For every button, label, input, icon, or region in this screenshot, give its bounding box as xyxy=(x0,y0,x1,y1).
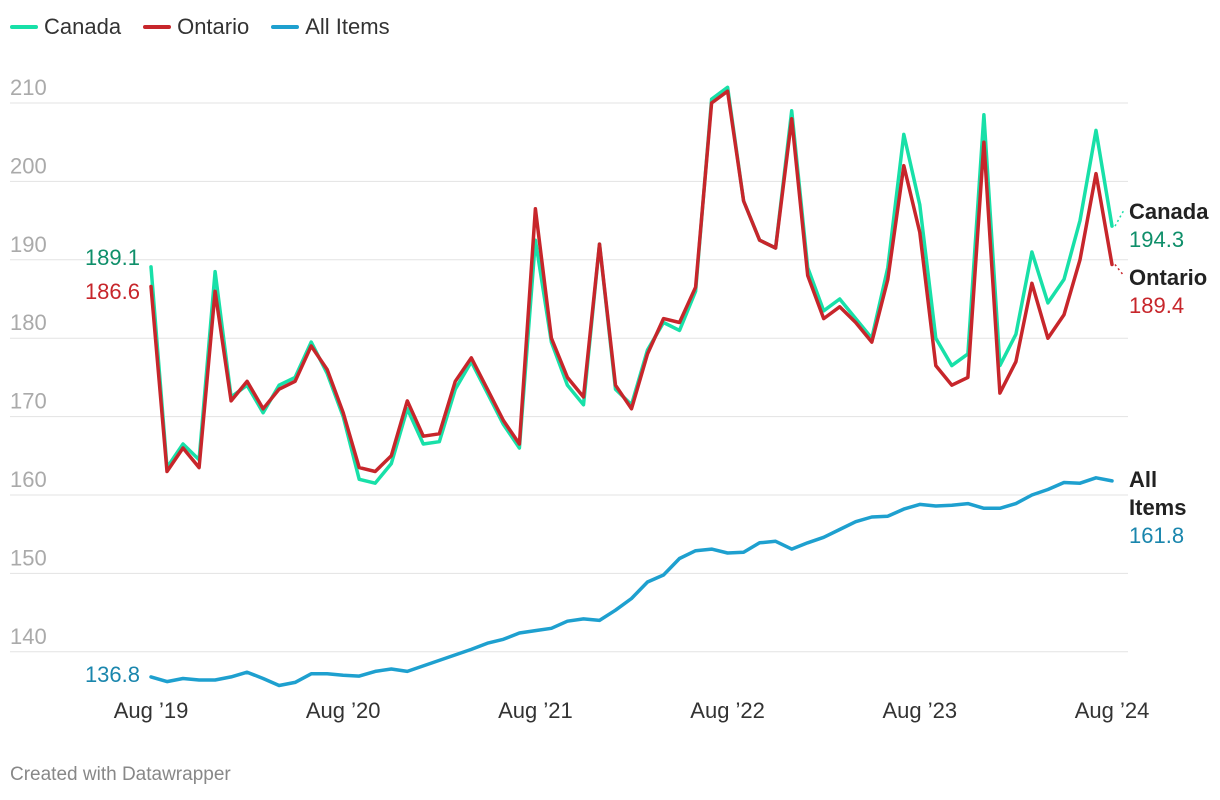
start-value-ontario: 186.6 xyxy=(85,279,140,304)
end-value-all-items: 161.8 xyxy=(1129,523,1184,548)
legend-label: All Items xyxy=(305,14,390,39)
end-connector-canada xyxy=(1114,209,1125,227)
y-tick-label: 190 xyxy=(10,232,47,257)
y-tick-label: 180 xyxy=(10,310,47,335)
y-tick-label: 170 xyxy=(10,389,47,414)
series-line-all-items xyxy=(149,476,1114,688)
end-name-all-items: Items xyxy=(1129,495,1186,520)
x-tick-label: Aug ’22 xyxy=(690,698,765,723)
legend-swatch xyxy=(10,25,38,29)
legend-label: Ontario xyxy=(177,14,250,39)
legend-swatch xyxy=(143,25,172,29)
end-connector-ontario xyxy=(1114,264,1125,277)
legend: Canada Ontario All Items xyxy=(10,14,390,40)
x-tick-label: Aug ’19 xyxy=(114,698,189,723)
legend-swatch xyxy=(271,25,300,29)
y-tick-label: 200 xyxy=(10,153,47,178)
y-tick-label: 210 xyxy=(10,75,47,100)
series-line-ontario xyxy=(149,89,1114,474)
x-tick-label: Aug ’21 xyxy=(498,698,573,723)
x-tick-label: Aug ’20 xyxy=(306,698,381,723)
start-value-canada: 189.1 xyxy=(85,245,140,270)
end-name-ontario: Ontario xyxy=(1129,265,1207,290)
end-value-canada: 194.3 xyxy=(1129,227,1184,252)
series-line-canada xyxy=(149,85,1114,485)
end-value-ontario: 189.4 xyxy=(1129,293,1184,318)
end-name-all-items: All xyxy=(1129,467,1157,492)
legend-item-all-items: All Items xyxy=(271,14,390,40)
start-value-all-items: 136.8 xyxy=(85,662,140,687)
x-tick-label: Aug ’23 xyxy=(882,698,957,723)
legend-item-ontario: Ontario xyxy=(143,14,249,40)
y-tick-label: 140 xyxy=(10,624,47,649)
y-tick-label: 160 xyxy=(10,467,47,492)
footer-credit: Created with Datawrapper xyxy=(10,764,231,785)
y-tick-label: 150 xyxy=(10,545,47,570)
end-name-canada: Canada xyxy=(1129,199,1209,224)
legend-label: Canada xyxy=(44,14,122,39)
legend-item-canada: Canada xyxy=(10,14,121,40)
x-tick-label: Aug ’24 xyxy=(1075,698,1150,723)
